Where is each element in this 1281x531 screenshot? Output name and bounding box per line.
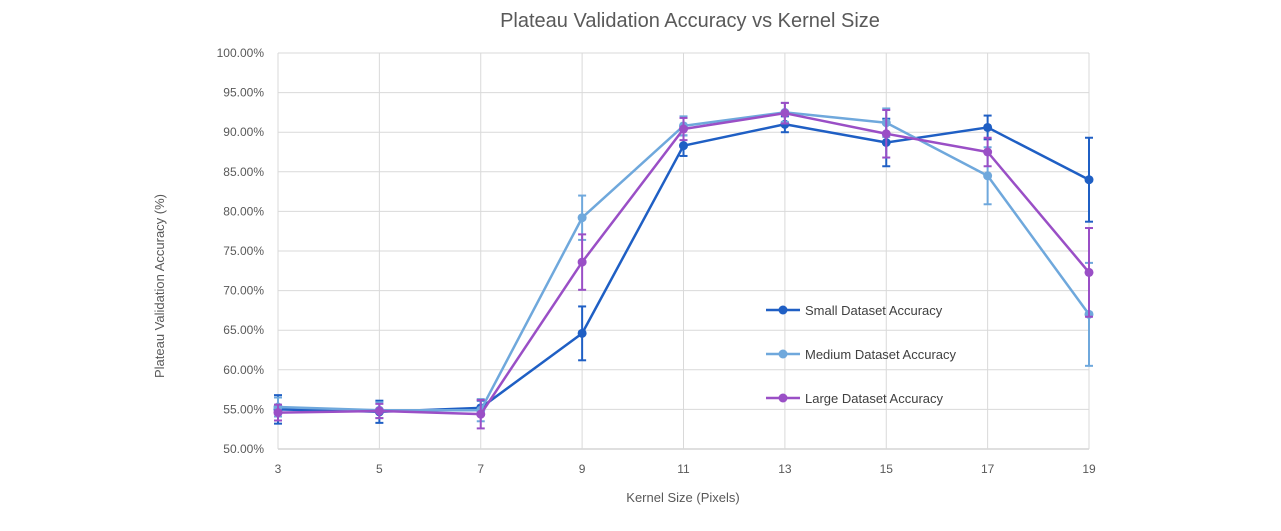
y-axis-title: Plateau Validation Accuracy (%) xyxy=(152,194,167,378)
y-tick-label: 55.00% xyxy=(223,402,264,416)
data-point xyxy=(577,213,587,223)
x-tick-label: 3 xyxy=(275,462,282,476)
data-point xyxy=(679,124,688,134)
x-tick-label: 13 xyxy=(778,462,792,476)
data-point xyxy=(983,122,993,132)
data-point xyxy=(983,171,993,181)
data-point xyxy=(577,328,587,338)
x-axis-title: Kernel Size (Pixels) xyxy=(626,490,739,505)
data-point xyxy=(1084,267,1094,277)
x-tick-label: 15 xyxy=(880,462,894,476)
y-tick-label: 65.00% xyxy=(223,323,264,337)
data-point xyxy=(273,408,283,418)
legend-label: Large Dataset Accuracy xyxy=(805,391,944,406)
chart-title: Plateau Validation Accuracy vs Kernel Si… xyxy=(500,10,880,32)
y-tick-label: 80.00% xyxy=(223,204,264,218)
x-tick-label: 9 xyxy=(579,462,586,476)
data-point xyxy=(679,141,688,151)
legend-item: Large Dataset Accuracy xyxy=(766,391,944,406)
x-tick-label: 5 xyxy=(376,462,383,476)
y-tick-label: 95.00% xyxy=(223,86,264,100)
x-tick-labels: 3 5 7 9 11 13 15 17 19 xyxy=(275,462,1096,476)
y-tick-label: 50.00% xyxy=(223,442,264,456)
y-tick-label: 100.00% xyxy=(217,46,265,60)
data-point xyxy=(476,409,486,419)
legend: Small Dataset Accuracy Medium Dataset Acc… xyxy=(766,303,957,406)
x-tick-label: 17 xyxy=(981,462,995,476)
y-tick-label: 70.00% xyxy=(223,284,264,298)
legend-label: Medium Dataset Accuracy xyxy=(805,347,957,362)
y-tick-label: 90.00% xyxy=(223,125,264,139)
data-point xyxy=(577,257,587,267)
legend-swatch-marker xyxy=(778,393,788,403)
legend-label: Small Dataset Accuracy xyxy=(805,303,943,318)
y-tick-label: 75.00% xyxy=(223,244,264,258)
data-point xyxy=(780,108,790,118)
x-tick-label: 7 xyxy=(477,462,484,476)
data-point xyxy=(374,406,384,416)
x-tick-label: 19 xyxy=(1082,462,1096,476)
y-tick-label: 85.00% xyxy=(223,165,264,179)
y-tick-labels: 50.00% 55.00% 60.00% 65.00% 70.00% 75.00% 80.0… xyxy=(217,46,265,456)
legend-swatch-marker xyxy=(778,305,788,315)
data-point xyxy=(881,129,891,139)
x-tick-label: 11 xyxy=(677,462,690,476)
series-3 xyxy=(273,101,1094,430)
legend-item: Medium Dataset Accuracy xyxy=(766,347,957,362)
series-layer xyxy=(273,101,1094,430)
data-point xyxy=(983,147,993,157)
legend-item: Small Dataset Accuracy xyxy=(766,303,943,318)
grid-lines xyxy=(277,52,1090,450)
data-point xyxy=(1084,175,1094,185)
legend-swatch-marker xyxy=(778,349,788,359)
y-tick-label: 60.00% xyxy=(223,363,264,377)
